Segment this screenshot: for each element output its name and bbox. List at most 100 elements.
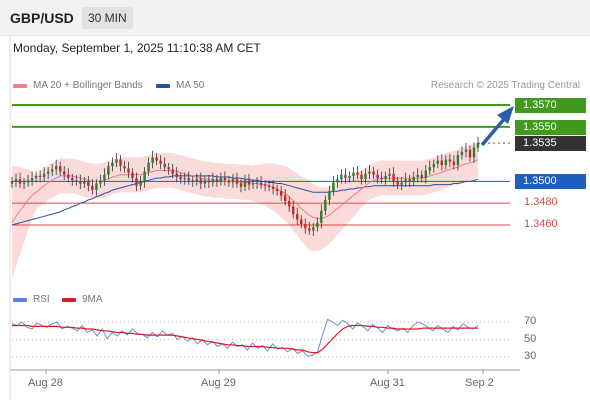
x-tick-label: Aug 29 — [201, 377, 236, 389]
price-label-1.3535: 1.3535 — [515, 136, 586, 152]
candle-body — [408, 179, 411, 182]
candle-body — [195, 179, 198, 182]
rsi-ma-legend: 9MA — [62, 294, 103, 305]
candle-body — [404, 179, 407, 183]
candle-body — [59, 166, 62, 172]
candle-body — [324, 199, 327, 211]
bollinger-band — [12, 142, 478, 280]
candle-body — [30, 178, 34, 181]
candle-body — [304, 223, 307, 229]
price-label-1.3570: 1.3570 — [515, 98, 586, 113]
candle-body — [259, 182, 263, 185]
candle-body — [440, 160, 443, 165]
candle-body — [26, 180, 30, 183]
candle-body — [10, 181, 14, 184]
candle-body — [412, 177, 415, 182]
candle-body — [332, 182, 335, 192]
candle-body — [476, 143, 480, 148]
ma50-legend: MA 50 — [156, 80, 204, 91]
candle-body — [392, 173, 395, 182]
candle-body — [320, 210, 323, 223]
price-label-1.3550: 1.3550 — [515, 119, 586, 135]
candle-body — [87, 181, 90, 186]
price-label-1.3480: 1.3480 — [524, 196, 558, 209]
candle-body — [111, 162, 114, 167]
candle-body — [472, 147, 476, 158]
candle-body — [179, 177, 182, 180]
candle-body — [235, 179, 239, 184]
price-label-1.3500: 1.3500 — [515, 174, 586, 190]
candle-body — [143, 171, 146, 183]
candle-body — [348, 175, 351, 179]
candle-body — [227, 180, 231, 183]
candle-body — [55, 166, 58, 170]
candle-body — [328, 191, 331, 200]
candle-body — [340, 174, 343, 180]
candle-body — [22, 182, 26, 184]
candle-body — [139, 182, 142, 186]
candle-body — [231, 179, 235, 183]
candle-body — [155, 157, 158, 161]
candle-body — [275, 189, 279, 192]
rsi-legend: RSI — [13, 294, 50, 305]
candle-body — [420, 174, 423, 179]
candle-body — [171, 169, 174, 174]
candle-body — [135, 178, 138, 186]
candle-body — [300, 219, 303, 224]
candle-body — [103, 174, 106, 181]
candle-body — [91, 185, 94, 191]
candle-body — [271, 186, 275, 189]
candle-body — [151, 157, 154, 163]
candle-body — [263, 184, 267, 186]
rsi-legend-label: RSI — [33, 294, 50, 305]
forecast-arrow-shaft — [480, 116, 507, 147]
credit-text: Research © 2025 Trading Central — [430, 80, 580, 91]
candle-body — [119, 159, 122, 166]
candle-body — [452, 161, 456, 165]
rsi-tick-70: 70 — [524, 315, 537, 327]
candle-body — [51, 169, 54, 172]
candle-body — [187, 178, 190, 181]
candle-body — [448, 159, 452, 162]
candle-body — [38, 175, 42, 177]
rsi-swatch — [13, 297, 27, 302]
candle-body — [47, 171, 50, 174]
candle-body — [316, 222, 319, 228]
candle-body — [308, 228, 311, 231]
interval-button[interactable]: 30 MIN — [82, 7, 133, 29]
chart-header: GBP/USD 30 MIN — [0, 0, 590, 36]
candle-body — [123, 166, 126, 169]
rsi-tick-30: 30 — [524, 350, 537, 362]
candle-body — [42, 173, 46, 177]
ma20-legend-label: MA 20 + Bollinger Bands — [33, 80, 143, 91]
candle-body — [296, 214, 299, 220]
candle-body — [288, 201, 291, 207]
candle-body — [460, 151, 464, 156]
candle-body — [18, 179, 22, 184]
candle-body — [203, 180, 206, 184]
candle-body — [380, 178, 383, 180]
candle-body — [75, 180, 78, 182]
candle-body — [67, 174, 70, 179]
candle-body — [239, 183, 243, 187]
candle-body — [251, 183, 255, 185]
candle-body — [207, 180, 210, 183]
rsi-ma-swatch — [62, 297, 76, 302]
x-tick-label: Aug 28 — [28, 377, 63, 389]
candle-body — [199, 179, 202, 184]
ma20-legend: MA 20 + Bollinger Bands — [13, 80, 143, 91]
candle-body — [368, 171, 371, 174]
candle-body — [376, 174, 379, 179]
candle-body — [388, 173, 391, 176]
forecast-arrow-head — [497, 106, 514, 124]
timestamp: Monday, September 1, 2025 11:10:38 AM CE… — [13, 41, 261, 55]
symbol-label: GBP/USD — [10, 10, 74, 26]
candle-body — [115, 159, 118, 163]
candle-body — [364, 173, 367, 180]
candle-body — [175, 173, 178, 177]
candle-body — [267, 185, 271, 187]
candle-body — [396, 181, 399, 185]
candle-body — [372, 171, 375, 175]
candle-body — [424, 170, 427, 179]
